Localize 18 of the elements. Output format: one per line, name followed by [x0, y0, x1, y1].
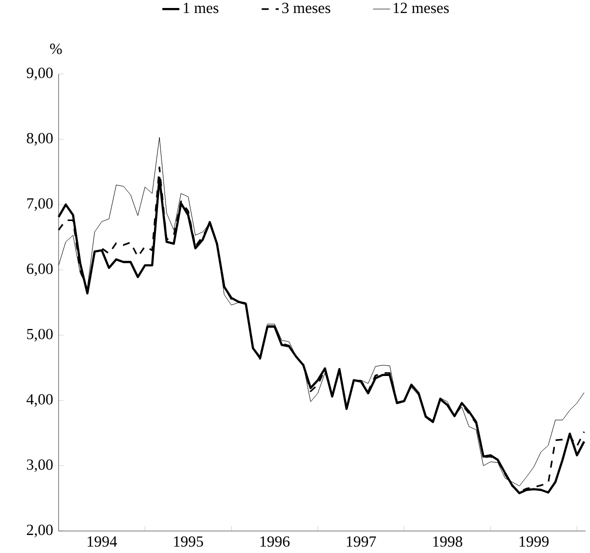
y-tick-label: 8,00 — [26, 132, 53, 146]
x-tick-label: 1999 — [520, 536, 549, 547]
y-tick-label: 3,00 — [26, 459, 53, 472]
x-tick-label: 1994 — [88, 536, 118, 547]
y-tick-label: 4,00 — [26, 394, 53, 407]
x-tick-label: 1997 — [346, 536, 376, 547]
x-tick-label: 1998 — [433, 536, 462, 547]
y-tick-label: 6,00 — [26, 264, 53, 276]
legend-label: 3 meses — [282, 2, 330, 14]
y-tick-label: 5,00 — [27, 328, 53, 342]
y-tick-label: 7,00 — [27, 198, 53, 211]
x-tick-label: 1995 — [174, 536, 204, 547]
legend-label: 1 mes — [184, 2, 218, 14]
y-tick-label: 9,00 — [26, 68, 53, 80]
y-axis-title: % — [50, 44, 62, 54]
y-tick-label: 2,00 — [26, 524, 53, 538]
legend-label: 12 meses — [394, 2, 449, 14]
x-tick-label: 1996 — [260, 536, 290, 547]
